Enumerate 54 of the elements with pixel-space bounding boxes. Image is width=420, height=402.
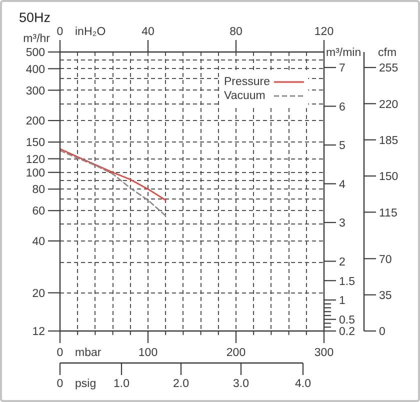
- y-tick-label: 150: [26, 137, 45, 150]
- y2-tick-label: 7: [339, 62, 346, 75]
- text: 3.0: [233, 378, 249, 390]
- y2-tick-label: 0.2: [339, 326, 355, 338]
- y3-tick-label: 115: [379, 207, 398, 220]
- y3-tick-label: 185: [379, 134, 398, 147]
- y2-tick-label: 5: [339, 140, 346, 152]
- x2-tick-label: 0: [56, 26, 64, 38]
- y-axis-title: m³/hr: [23, 33, 50, 45]
- y-tick-label: 40: [32, 236, 45, 248]
- y2-tick-label: 0.5: [339, 314, 355, 327]
- y-tick-label: 12: [32, 326, 45, 338]
- text: psig: [75, 378, 96, 390]
- x-tick-label: 100: [138, 347, 158, 359]
- y-tick-label: 120: [26, 154, 45, 166]
- y3-tick-label: 35: [379, 290, 392, 302]
- y3-tick-label: 70: [379, 254, 392, 266]
- y3-tick-label: 0: [379, 326, 386, 338]
- y2-tick-label: 4: [339, 178, 346, 191]
- y-tick-label: 500: [26, 47, 45, 60]
- y3-tick-label: 220: [379, 98, 398, 111]
- y-tick-label: 200: [26, 116, 45, 128]
- y2-axis-title: m³/min: [326, 47, 362, 59]
- x2-axis-title: inH₂O: [75, 26, 106, 38]
- y-tick-label: 100: [26, 168, 45, 180]
- text: 4.0: [295, 378, 311, 390]
- line-series: [60, 150, 166, 216]
- x-tick-label: 300: [314, 347, 334, 359]
- legend-label: Vacuum: [224, 89, 266, 103]
- x-tick-label: 200: [226, 347, 246, 359]
- y2-tick-label: 6: [339, 101, 346, 114]
- text: 0: [56, 378, 64, 390]
- x2-tick-label: 40: [142, 26, 154, 38]
- x-axis-title: mbar: [75, 347, 102, 359]
- text: 1.0: [114, 378, 130, 390]
- y3-tick-label: 150: [379, 171, 398, 184]
- y3-tick-label: 255: [379, 62, 398, 75]
- y2-tick-label: 3: [339, 218, 346, 230]
- y-tick-label: 300: [26, 85, 45, 98]
- y2-tick-label: 1.5: [339, 276, 355, 288]
- x2-tick-label: 80: [230, 26, 242, 38]
- x2-tick-label: 120: [314, 26, 334, 38]
- y-tick-label: 60: [32, 206, 45, 218]
- y3-axis-title: cfm: [378, 47, 397, 59]
- legend-label: Pressure: [224, 75, 270, 89]
- y-tick-label: 20: [32, 288, 45, 300]
- y-tick-label: 80: [32, 184, 45, 196]
- y2-tick-label: 2: [339, 256, 346, 268]
- y-tick-label: 400: [26, 64, 45, 76]
- text: 2.0: [173, 378, 189, 390]
- x-tick-label: 0: [56, 347, 64, 359]
- line-series: [60, 148, 166, 201]
- y2-tick-label: 1: [339, 295, 346, 308]
- chart-title: 50Hz: [19, 10, 51, 25]
